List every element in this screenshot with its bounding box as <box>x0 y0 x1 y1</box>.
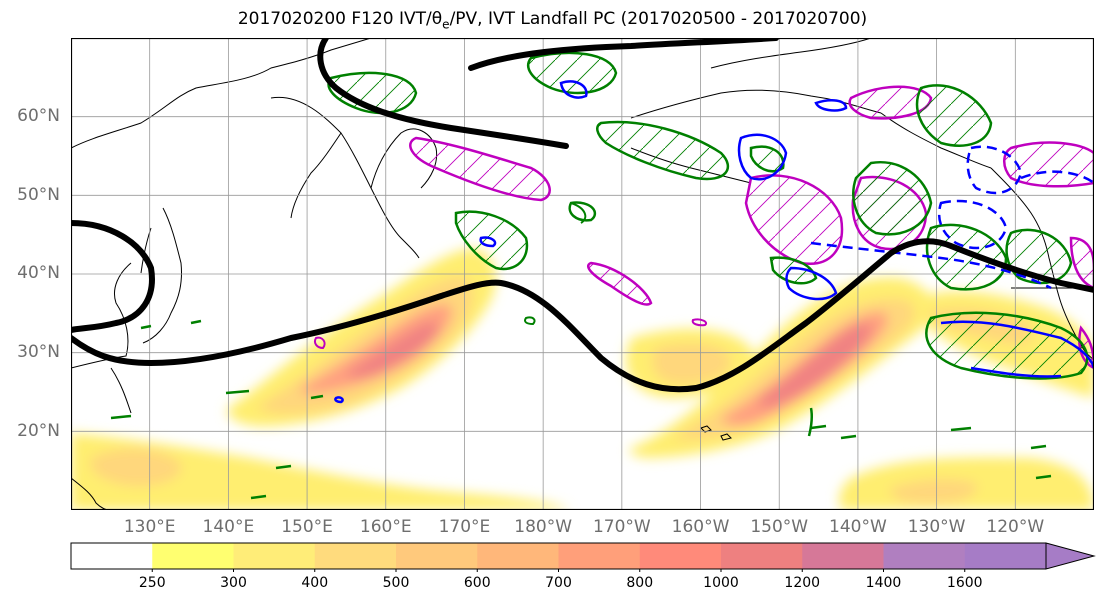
colorbar <box>70 542 1096 572</box>
colorbar-tick-label: 1200 <box>784 575 821 591</box>
lon-tick-label: 180°W <box>514 517 573 537</box>
colorbar-swatch <box>883 543 966 569</box>
colorbar-swatch <box>639 543 722 569</box>
theta-e-contours <box>334 80 1094 404</box>
lon-tick-label: 150°E <box>281 517 333 537</box>
colorbar-tick-label: 800 <box>626 575 654 591</box>
colorbar-swatch <box>721 543 803 569</box>
ivt-shading <box>71 248 1094 510</box>
colorbar-swatch <box>396 543 478 569</box>
lon-tick-label: 160°E <box>359 517 412 537</box>
colorbar-swatch <box>964 543 1047 569</box>
colorbar-swatch <box>233 543 316 569</box>
colorbar-swatch <box>802 543 884 569</box>
colorbar-tick-label: 1600 <box>946 575 983 591</box>
jet-contours <box>71 38 1094 393</box>
title-prefix: 2017020200 F120 IVT/θ <box>237 9 443 29</box>
colorbar-tick-label: 250 <box>138 575 166 591</box>
map-frame <box>71 38 1094 510</box>
title-subscript: e <box>442 17 450 32</box>
colorbar-tick-label: 1000 <box>703 575 739 591</box>
colorbar-swatch <box>71 543 153 569</box>
colorbar-tick-label: 300 <box>220 575 247 591</box>
lat-tick-label-60: 60°N <box>17 106 60 126</box>
colorbar-tick-label: 600 <box>463 575 491 591</box>
colorbar-swatch <box>558 543 641 569</box>
title-suffix: /PV, IVT Landfall PC (2017020500 - 20170… <box>449 9 868 29</box>
lon-tick-label: 140°E <box>202 517 255 537</box>
lat-tick-label-30: 30°N <box>17 342 60 362</box>
pv-contours <box>110 51 1089 500</box>
lon-tick-label: 140°W <box>829 517 887 537</box>
colorbar-extend-arrow <box>1045 542 1096 570</box>
colorbar-swatch <box>477 543 559 569</box>
colorbar-tick-label: 400 <box>301 575 329 591</box>
colorbar-tick-label: 500 <box>382 575 410 591</box>
colorbar-tick-label: 700 <box>545 575 572 591</box>
map-panel <box>71 38 1094 510</box>
map-canvas <box>71 38 1094 510</box>
lon-tick-label: 120°W <box>986 517 1045 537</box>
lon-tick-label: 170°E <box>438 517 491 537</box>
lon-tick-label: 130°W <box>907 517 966 537</box>
colorbar-tick-label: 1400 <box>865 575 902 591</box>
colorbar-swatch <box>152 543 234 569</box>
lat-tick-label-40: 40°N <box>17 263 60 283</box>
lon-tick-label: 130°E <box>123 517 176 537</box>
lon-tick-label: 150°W <box>750 517 809 537</box>
colorbar-swatch <box>314 543 397 569</box>
lon-tick-label: 160°W <box>671 517 730 537</box>
lon-tick-label: 170°W <box>592 517 651 537</box>
lat-tick-label-50: 50°N <box>17 185 60 205</box>
map-title: 2017020200 F120 IVT/θe/PV, IVT Landfall … <box>0 9 1105 31</box>
lat-tick-label-20: 20°N <box>17 421 60 441</box>
